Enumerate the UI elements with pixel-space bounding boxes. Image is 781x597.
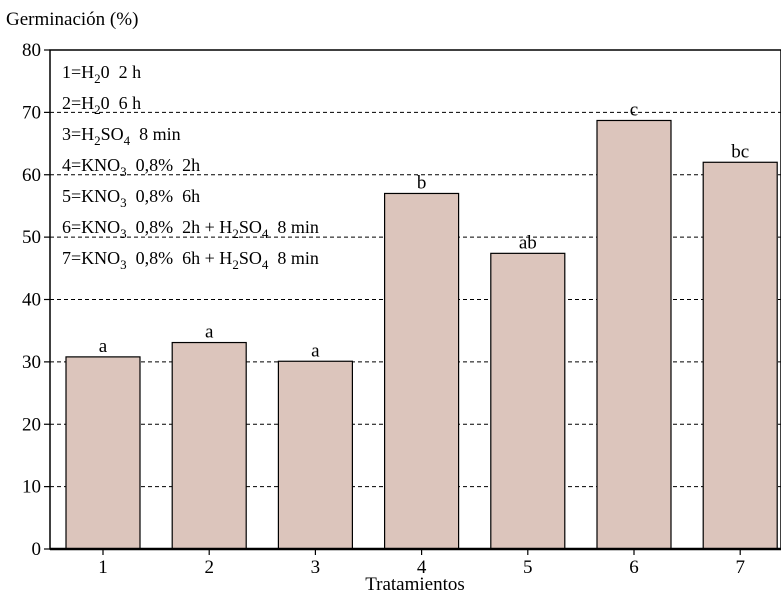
x-tick-label: 5 [523, 557, 533, 578]
x-tick-label: 4 [417, 557, 427, 578]
x-tick-label: 7 [735, 557, 745, 578]
bars [65, 119, 778, 550]
legend-entry: 4=KNO3 0,8% 2h [62, 155, 200, 179]
legend-entry: 2=H20 6 h [62, 93, 141, 117]
y-tick-label: 70 [22, 102, 41, 123]
bar-3 [277, 360, 353, 550]
bar-4 [384, 192, 460, 550]
significance-letter: c [630, 99, 638, 120]
y-tick-label: 60 [22, 165, 41, 186]
x-tick-label: 1 [98, 557, 108, 578]
x-axis-title: Tratamientos [365, 574, 465, 595]
y-tick-label: 50 [22, 227, 41, 248]
significance-letter: a [205, 322, 214, 343]
significance-letter: ab [519, 232, 537, 253]
bar-7 [702, 161, 778, 550]
bar-2 [171, 341, 247, 550]
significance-letter: a [99, 336, 108, 357]
x-axis-ticks: 1 2 3 4 5 6 7 [50, 547, 781, 578]
significance-letter: a [311, 340, 320, 361]
y-tick-label: 0 [32, 539, 42, 560]
y-tick-label: 80 [22, 40, 41, 61]
x-tick-label: 6 [629, 557, 639, 578]
y-tick-label: 10 [22, 477, 41, 498]
significance-letter: b [417, 172, 427, 193]
legend: 1=H20 2 h 2=H20 6 h 3=H2SO4 8 min 4=KNO3 0,… [62, 62, 319, 272]
y-tick-label: 40 [22, 290, 41, 311]
bar-6 [596, 119, 672, 550]
y-tick-label: 30 [22, 352, 41, 373]
y-tick-label: 20 [22, 414, 41, 435]
legend-entry: 5=KNO3 0,8% 6h [62, 186, 200, 210]
bar-5 [490, 252, 566, 550]
y-axis-title: Germinación (%) [6, 9, 138, 30]
y-axis-ticks: 0 10 20 30 40 50 60 70 80 [22, 40, 50, 560]
x-tick-label: 2 [204, 557, 214, 578]
legend-entry: 3=H2SO4 8 min [62, 124, 181, 148]
legend-entry: 6=KNO3 0,8% 2h + H2SO4 8 min [62, 217, 319, 241]
x-tick-label: 3 [311, 557, 321, 578]
significance-letter: bc [731, 141, 749, 162]
legend-entry: 7=KNO3 0,8% 6h + H2SO4 8 min [62, 248, 319, 272]
legend-entry: 1=H20 2 h [62, 62, 141, 86]
bar-1 [65, 356, 141, 550]
